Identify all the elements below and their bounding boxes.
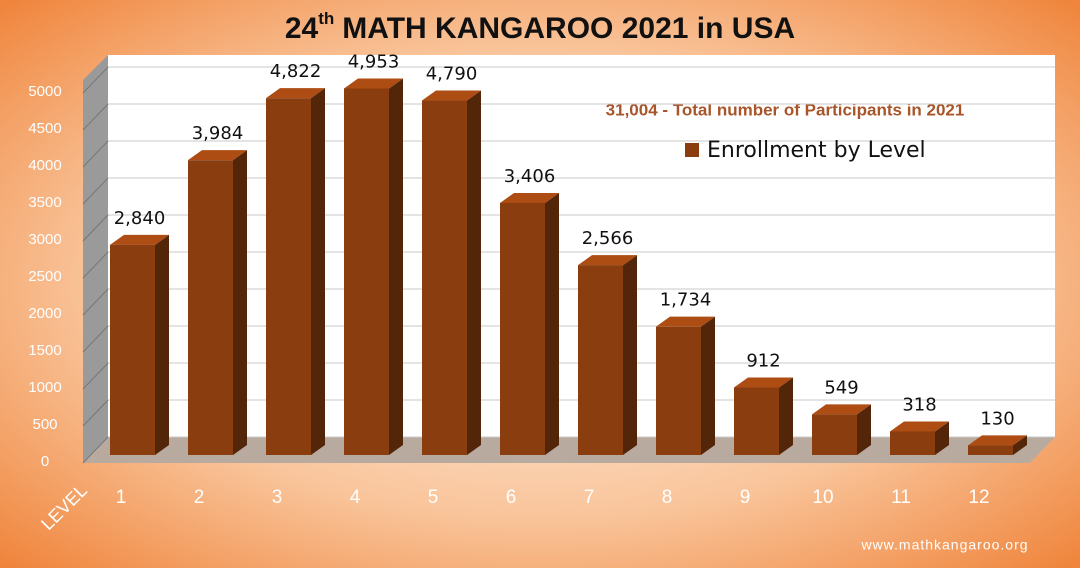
- x-tick-label: 12: [968, 487, 989, 508]
- value-label: 4,953: [348, 51, 400, 72]
- y-tick-label: 2500: [28, 268, 61, 285]
- bar: [734, 387, 779, 455]
- side-grid-line: [82, 399, 109, 427]
- bar-side: [935, 421, 949, 455]
- value-label: 2,840: [114, 208, 166, 229]
- bar-top: [890, 421, 949, 432]
- value-label: 4,822: [270, 61, 322, 82]
- side-grid-line: [82, 103, 109, 131]
- x-tick-label: 2: [194, 487, 205, 508]
- bar-top: [110, 234, 169, 245]
- value-label: 3,406: [504, 166, 556, 187]
- x-tick-label: 3: [272, 487, 283, 508]
- y-tick-label: 3500: [28, 194, 61, 211]
- side-grid-line: [82, 177, 109, 205]
- x-tick-label: 5: [428, 487, 439, 508]
- title-number: 24: [285, 12, 319, 45]
- bar: [500, 202, 545, 455]
- y-tick-label: 0: [41, 453, 49, 470]
- bar-side: [1013, 435, 1027, 455]
- value-label: 1,734: [660, 290, 712, 311]
- x-tick-label: 8: [662, 487, 673, 508]
- bar-top: [812, 404, 871, 415]
- bar: [578, 265, 623, 455]
- watermark: www.mathkangaroo.org: [860, 537, 1028, 553]
- bar-side: [311, 88, 325, 455]
- side-grid-line: [82, 288, 109, 316]
- value-label: 912: [746, 351, 780, 372]
- bar: [656, 326, 701, 455]
- bar-top: [422, 90, 481, 101]
- chart-title: 24th MATH KANGAROO 2021 in USA: [285, 9, 795, 44]
- side-grid-line: [82, 325, 109, 353]
- y-tick-label: 5000: [28, 83, 61, 100]
- bar-top: [968, 435, 1027, 446]
- bar: [188, 160, 233, 455]
- bar-top: [578, 255, 637, 266]
- x-tick-label: 10: [812, 487, 833, 508]
- bar: [344, 88, 389, 455]
- side-grid-line: [82, 66, 109, 94]
- bar-top: [734, 377, 793, 388]
- bar: [266, 98, 311, 455]
- value-label: 2,566: [582, 228, 634, 249]
- side-grid-line: [82, 362, 109, 390]
- title-text: MATH KANGAROO 2021 in USA: [342, 12, 795, 45]
- value-label: 318: [902, 394, 936, 415]
- bar: [812, 414, 857, 455]
- side-wall: [83, 55, 108, 463]
- annotation: 31,004 - Total number of Participants in…: [606, 100, 965, 119]
- legend-label: Enrollment by Level: [707, 138, 926, 163]
- bar: [110, 244, 155, 455]
- side-grid-line: [82, 436, 109, 464]
- value-label: 549: [824, 377, 858, 398]
- bar: [890, 431, 935, 455]
- bar-side: [389, 78, 403, 455]
- y-tick-label: 1000: [28, 379, 61, 396]
- bar-side: [233, 150, 247, 455]
- bar-side: [467, 90, 481, 455]
- x-tick-label: 6: [506, 487, 517, 508]
- bar-side: [623, 255, 637, 455]
- bar-top: [344, 78, 403, 89]
- bar-top: [656, 316, 715, 327]
- side-grid-line: [82, 140, 109, 168]
- x-tick-label: 4: [350, 487, 361, 508]
- bar-top: [188, 150, 247, 161]
- side-grid-line: [82, 214, 109, 242]
- bar-side: [545, 192, 559, 455]
- side-grid-line: [82, 251, 109, 279]
- bar-side: [155, 234, 169, 455]
- x-tick-label: 1: [116, 487, 127, 508]
- x-tick-label: 9: [740, 487, 751, 508]
- y-tick-label: 4000: [28, 157, 61, 174]
- bar-top: [266, 88, 325, 99]
- x-tick-label: 7: [584, 487, 595, 508]
- bar-side: [857, 404, 871, 455]
- bar: [422, 100, 467, 455]
- y-tick-label: 500: [32, 416, 57, 433]
- y-tick-label: 3000: [28, 231, 61, 248]
- y-tick-label: 4500: [28, 120, 61, 137]
- bar-side: [779, 377, 793, 455]
- x-tick-label: 11: [891, 487, 911, 508]
- y-tick-label: 1500: [28, 342, 61, 359]
- title-ordinal: th: [318, 9, 334, 28]
- value-label: 3,984: [192, 123, 244, 144]
- bar: [968, 445, 1013, 455]
- y-tick-label: 2000: [28, 305, 61, 322]
- bar-side: [701, 316, 715, 455]
- legend-swatch: [685, 143, 699, 157]
- bar-top: [500, 192, 559, 203]
- value-label: 130: [980, 408, 1014, 429]
- value-label: 4,790: [426, 64, 478, 85]
